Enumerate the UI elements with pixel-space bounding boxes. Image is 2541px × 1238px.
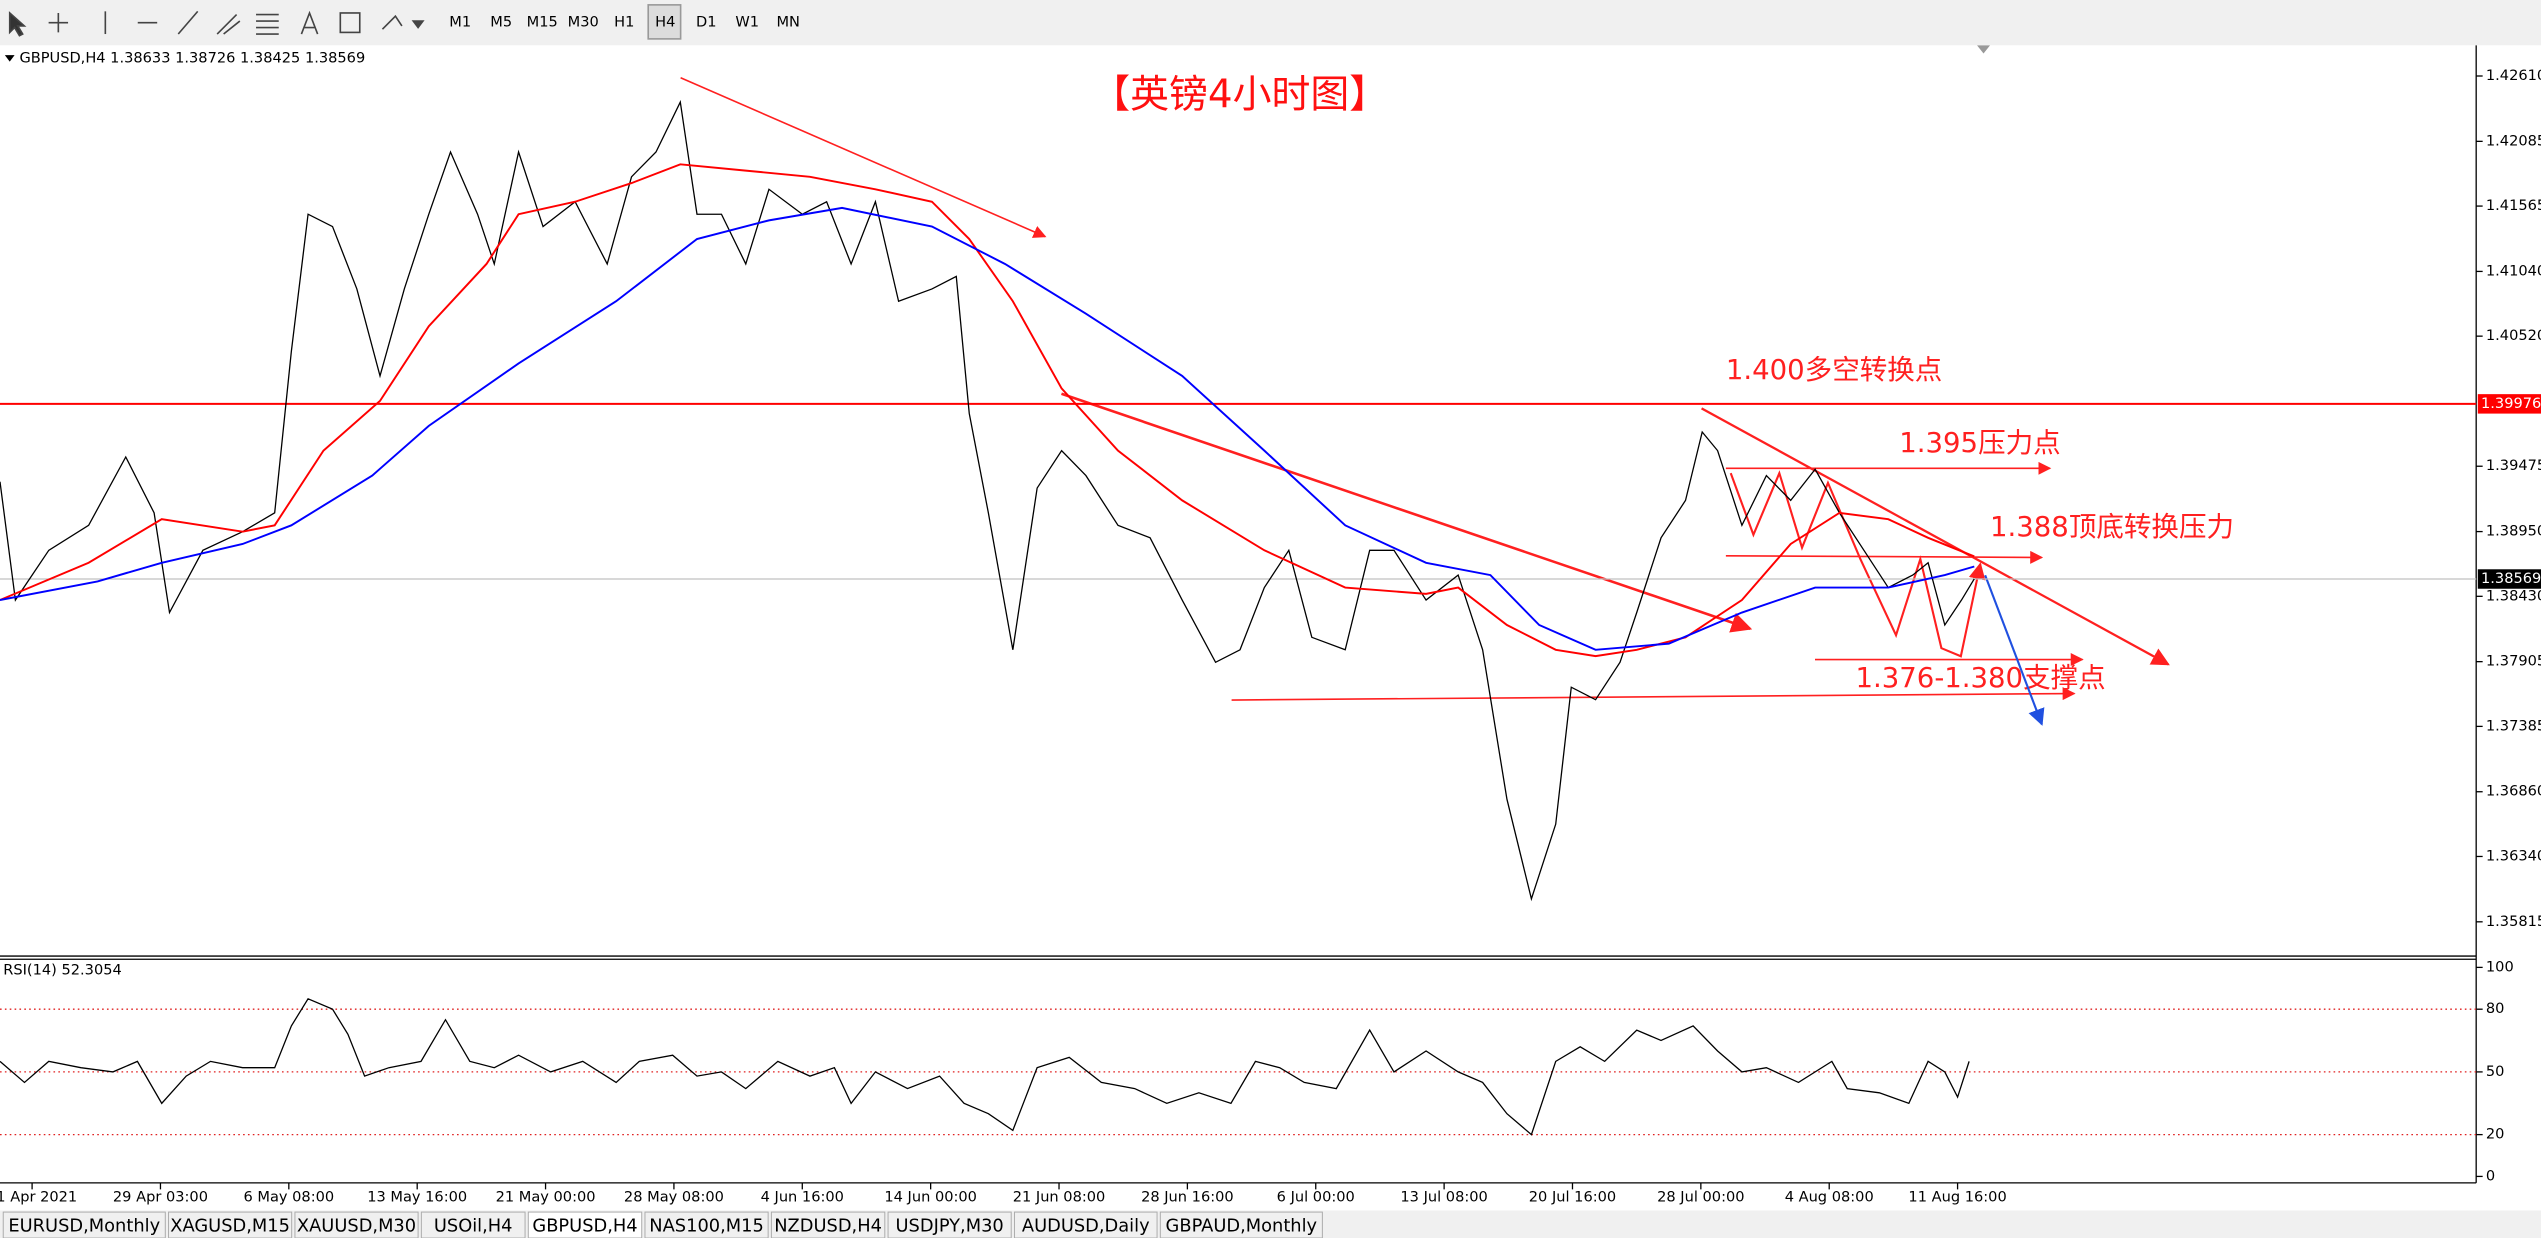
tab[interactable] (1013, 1211, 1158, 1238)
tool-icons (8, 10, 425, 37)
y-tick-label: 1.40520 (2486, 327, 2541, 344)
y-tick-label: 1.41040 (2486, 262, 2541, 279)
header-arrow (4, 55, 15, 62)
x-tick-label: 28 Jun 16:00 (1141, 1188, 1234, 1205)
current-price-label: 1.38569 (2481, 570, 2541, 587)
x-tick-label: 20 Jul 16:00 (1529, 1188, 1616, 1205)
annotation: 1.388顶底转换压力 (1990, 511, 2234, 543)
period-button[interactable]: M1 (449, 14, 471, 31)
period-button[interactable]: D1 (696, 14, 717, 31)
tab[interactable] (770, 1211, 886, 1238)
chart-window (0, 45, 2541, 1211)
annotation: 1.400多空转换点 (1726, 354, 1942, 386)
y-tick-label: 20 (2486, 1126, 2505, 1143)
series-line (0, 99, 1975, 902)
y-tick-label: 1.41565 (2486, 197, 2541, 214)
tab[interactable] (887, 1211, 1012, 1238)
y-tick-label: 1.35815 (2486, 913, 2541, 930)
x-tick-label: 29 Apr 03:00 (113, 1188, 208, 1205)
x-tick-label: 6 Jul 00:00 (1277, 1188, 1355, 1205)
period-button[interactable]: M5 (490, 14, 512, 31)
series-line (0, 206, 1975, 651)
period-button[interactable]: H1 (614, 14, 634, 31)
y-tick-label: 1.37905 (2486, 653, 2541, 670)
toolbar (0, 0, 2541, 46)
tab[interactable] (1159, 1211, 1323, 1238)
tab[interactable] (2, 1211, 166, 1238)
tab-label[interactable]: NZDUSD,H4 (774, 1216, 882, 1237)
chart-title: 【英镑4小时图】 (1091, 73, 1388, 118)
tab[interactable] (644, 1211, 769, 1238)
x-tick-label: 4 Jun 16:00 (761, 1188, 844, 1205)
tab[interactable] (294, 1211, 419, 1238)
tab-label[interactable]: AUDUSD,Daily (1022, 1216, 1150, 1237)
tab-label[interactable]: USOil,H4 (434, 1216, 513, 1237)
tab-label[interactable]: GBPUSD,H4 (532, 1216, 637, 1237)
y-tick-label: 1.38950 (2486, 523, 2541, 540)
tab-label[interactable]: XAGUSD,M15 (170, 1216, 290, 1237)
tab-label[interactable]: NAS100,M15 (649, 1216, 764, 1237)
tab-label[interactable]: XAUUSD,M30 (297, 1216, 416, 1237)
period-button[interactable]: M15 (527, 14, 558, 31)
y-tick-label: 1.38430 (2486, 587, 2541, 604)
tab[interactable] (168, 1211, 293, 1238)
x-tick-label: 13 Jul 08:00 (1400, 1188, 1487, 1205)
y-tick-label: 1.39475 (2486, 457, 2541, 474)
x-tick-label: 21 Jun 08:00 (1013, 1188, 1106, 1205)
y-tick-label: 80 (2486, 1000, 2505, 1017)
x-tick-label: 28 May 08:00 (624, 1188, 724, 1205)
tab[interactable] (527, 1211, 643, 1238)
y-tick-label: 50 (2486, 1063, 2505, 1080)
annotation: 1.376-1.380支撑点 (1856, 662, 2106, 694)
period-button[interactable]: M30 (568, 14, 599, 31)
x-tick-label: 21 May 00:00 (496, 1188, 596, 1205)
y-tick-label: 1.36340 (2486, 847, 2541, 864)
period-button[interactable]: H4 (655, 14, 675, 31)
x-tick-label: 11 Aug 16:00 (1908, 1188, 2006, 1205)
y-tick-label: 1.37385 (2486, 717, 2541, 734)
x-tick-label: 4 Aug 08:00 (1785, 1188, 1874, 1205)
period-button[interactable]: MN (776, 14, 799, 31)
y-tick-label: 0 (2486, 1167, 2495, 1184)
period-button[interactable]: W1 (735, 14, 759, 31)
rsi-header: RSI(14) 52.3054 (3, 962, 122, 979)
drawings (680, 77, 2170, 726)
x-tick-label: 14 Jun 00:00 (884, 1188, 977, 1205)
x-tick-label: 28 Jul 00:00 (1657, 1188, 1744, 1205)
hline-box (2477, 394, 2541, 414)
series-line (0, 998, 1970, 1136)
annotation: 1.395压力点 (1899, 427, 2060, 459)
y-tick-label: 1.42610 (2486, 67, 2541, 84)
x-tick-label: 13 May 16:00 (367, 1188, 467, 1205)
y-tick-label: 1.42085 (2486, 132, 2541, 149)
x-tick-label: 21 Apr 2021 (0, 1188, 77, 1205)
symbol-header: GBPUSD,H4 1.38633 1.38726 1.38425 1.3856… (19, 49, 365, 66)
x-tick-label: 6 May 08:00 (243, 1188, 334, 1205)
hline-label: 1.39976 (2481, 395, 2541, 412)
tab-label[interactable]: GBPAUD,Monthly (1166, 1216, 1318, 1237)
y-tick-label: 1.36860 (2486, 783, 2541, 800)
shift-marker (1977, 45, 1991, 54)
y-tick-label: 100 (2486, 958, 2514, 975)
tab-label[interactable]: USDJPY,M30 (896, 1216, 1004, 1237)
current-price-box (2477, 569, 2541, 589)
active-period (647, 4, 682, 40)
tab[interactable] (420, 1211, 526, 1238)
tab-label[interactable]: EURUSD,Monthly (8, 1216, 160, 1237)
